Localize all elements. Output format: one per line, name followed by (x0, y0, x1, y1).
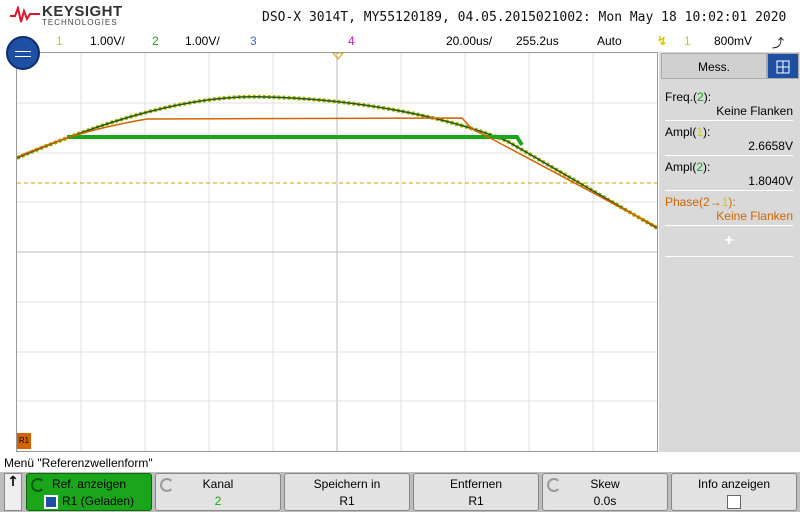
softkey-2-label: Kanal (202, 477, 234, 491)
ch2-scale[interactable]: 1.00V/ (185, 34, 220, 48)
reference-waveform (17, 117, 657, 228)
measurement-value: 2.6658V (748, 139, 793, 153)
softkey-5-label: Skew (590, 477, 620, 491)
ch3-number[interactable]: 3 (250, 34, 257, 48)
menu-title: Menü "Referenzwellenform" (4, 456, 153, 470)
softkey-4-value: R1 (468, 494, 484, 508)
channel-bar: 1 1.00V/ 2 1.00V/ 3 4 20.00us/ 255.2us A… (0, 30, 800, 52)
ch2-number[interactable]: 2 (152, 34, 159, 48)
divider (665, 225, 793, 226)
header-bar: KEYSIGHT TECHNOLOGIES DSO-X 3014T, MY551… (0, 0, 800, 30)
measurement-label[interactable]: Phase(2→1): (665, 195, 736, 209)
measurement-value: Keine Flanken (716, 209, 793, 223)
delay[interactable]: 255.2us (516, 34, 559, 48)
measurement-label[interactable]: Freq.(2): (665, 90, 712, 104)
timebase[interactable]: 20.00us/ (446, 34, 493, 48)
ch1-scale[interactable]: 1.00V/ (90, 34, 125, 48)
ch2-waveform (67, 135, 524, 147)
ch4-number[interactable]: 4 (348, 34, 355, 48)
ch1-number[interactable]: 1 (56, 34, 63, 48)
softkey-4-label: Entfernen (449, 477, 503, 491)
brand-sub: TECHNOLOGIES (42, 18, 118, 27)
skew-softkey[interactable]: Skew 0.0s (542, 473, 668, 511)
save-to-softkey[interactable]: Speichern in R1 (284, 473, 410, 511)
add-measurement-button[interactable]: + (724, 232, 734, 249)
measurement-value: 1.8040V (748, 174, 793, 188)
trigger-position-marker (332, 53, 344, 60)
divider (665, 120, 793, 121)
keysight-wave-icon (10, 6, 40, 23)
tab-measurements[interactable]: Mess. (661, 53, 767, 79)
graticule (17, 53, 657, 451)
menu-title-bar: Menü "Referenzwellenform" (0, 453, 800, 472)
menu-up-button[interactable]: ↑ (4, 473, 22, 511)
waveform-canvas (17, 53, 657, 451)
rotate-icon (31, 478, 45, 492)
scope-title: DSO-X 3014T, MY55120189, 04.05.201502100… (262, 10, 787, 25)
measurement-panel: Mess. Freq.(2): Keine Flanken Ampl(1): 2.66… (659, 52, 800, 452)
brand-name: KEYSIGHT (42, 3, 123, 20)
softkey-3-value: R1 (339, 494, 355, 508)
softkey-1-value: R1 (Geladen) (61, 494, 135, 508)
tab-grid-icon[interactable] (767, 53, 799, 79)
divider (665, 155, 793, 156)
softkey-5-value: 0.0s (593, 494, 617, 508)
home-button-icon[interactable] (6, 36, 40, 70)
checkbox-checked-icon (43, 494, 58, 509)
trigger-edge-icon: ↯ (657, 34, 668, 48)
softkey-3-label: Speichern in (313, 477, 381, 491)
softkey-6-label: Info anzeigen (697, 477, 771, 491)
info-show-softkey[interactable]: Info anzeigen (671, 473, 797, 511)
divider (665, 190, 793, 191)
waveform-display[interactable]: R1 (16, 52, 658, 452)
measurement-label[interactable]: Ampl(2): (665, 160, 711, 174)
ref-show-softkey[interactable]: Ref. anzeigen R1 (Geladen) (26, 473, 152, 511)
measurement-value: Keine Flanken (716, 104, 793, 118)
divider (665, 256, 793, 257)
trigger-level[interactable]: 800mV (714, 34, 753, 48)
softkey-bar: ↑ Ref. anzeigen R1 (Geladen) Kanal 2 Spe… (0, 472, 800, 512)
softkey-1-label: Ref. anzeigen (51, 477, 127, 491)
ch1-waveform-trace (17, 95, 657, 229)
measurement-label[interactable]: Ampl(1): (665, 125, 711, 139)
touch-icon[interactable]: ⤴ (772, 36, 785, 50)
softkey-2-value: 2 (214, 494, 222, 508)
checkbox-unchecked-icon (727, 494, 741, 509)
remove-softkey[interactable]: Entfernen R1 (413, 473, 539, 511)
rotate-icon (547, 478, 561, 492)
rotate-icon (160, 478, 174, 492)
ref-ground-marker: R1 (17, 433, 31, 449)
measurement-list: Freq.(2): Keine Flanken Ampl(1): 2.6658V Amp… (665, 86, 793, 259)
channel-softkey[interactable]: Kanal 2 (155, 473, 281, 511)
trigger-channel[interactable]: 1 (684, 34, 691, 48)
trigger-mode[interactable]: Auto (597, 34, 622, 48)
